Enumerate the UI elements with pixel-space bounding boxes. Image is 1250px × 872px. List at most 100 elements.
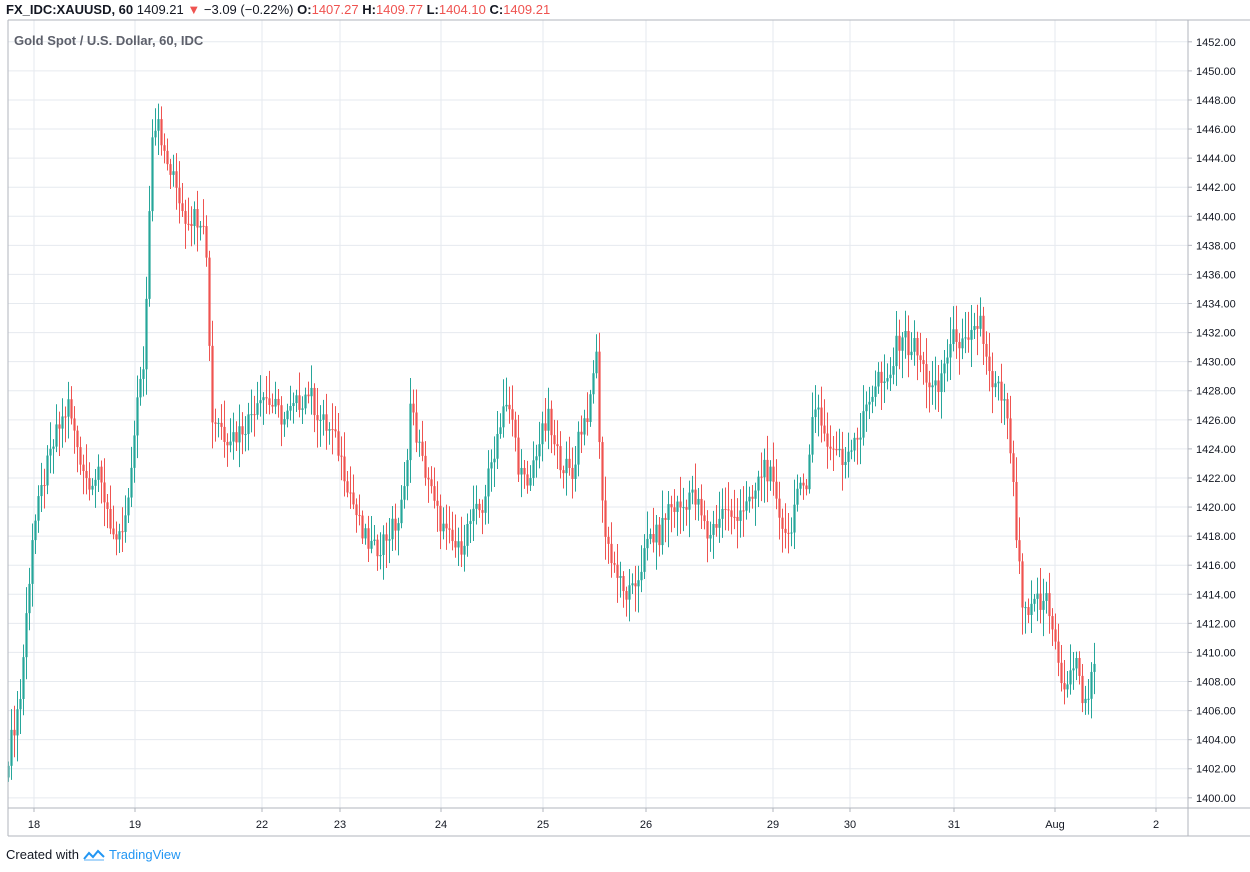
- candle: [187, 197, 190, 231]
- candle: [211, 320, 214, 449]
- y-tick-label: 1448.00: [1196, 95, 1236, 107]
- y-tick-label: 1400.00: [1196, 793, 1236, 805]
- x-tick-label: 2: [1153, 819, 1159, 831]
- candle: [121, 507, 124, 553]
- candle: [889, 357, 892, 392]
- candle: [277, 389, 280, 418]
- candle: [103, 458, 106, 527]
- candle: [568, 436, 571, 476]
- candle: [622, 571, 625, 608]
- candle: [28, 567, 31, 631]
- candle: [658, 517, 661, 557]
- candle: [1027, 598, 1030, 624]
- candle: [718, 491, 721, 543]
- candle: [565, 441, 568, 496]
- chart-grid: [8, 20, 1188, 808]
- candle: [763, 448, 766, 503]
- candle: [280, 396, 283, 447]
- candle: [727, 482, 730, 531]
- candle: [880, 361, 883, 410]
- candle: [919, 332, 922, 373]
- candle: [505, 377, 508, 412]
- candle: [193, 201, 196, 245]
- low-label: L:: [426, 2, 439, 17]
- candle: [886, 363, 889, 390]
- candle: [169, 158, 172, 190]
- candle: [706, 510, 709, 563]
- candle: [148, 185, 151, 307]
- candle: [1015, 457, 1018, 549]
- candle: [328, 422, 331, 445]
- last-price: 1409.21: [136, 2, 184, 17]
- candle: [913, 320, 916, 366]
- candle: [229, 418, 232, 453]
- candle: [544, 398, 547, 442]
- candle: [553, 419, 556, 456]
- candle: [1048, 572, 1051, 634]
- candle: [541, 411, 544, 462]
- candle: [697, 487, 700, 521]
- candle: [55, 404, 58, 453]
- candle: [448, 506, 451, 544]
- candle: [376, 534, 379, 571]
- candle: [907, 315, 910, 378]
- candle: [25, 587, 28, 680]
- candle: [31, 523, 34, 607]
- candle: [355, 498, 358, 533]
- candle: [421, 420, 424, 462]
- candle: [937, 365, 940, 413]
- candle: [154, 108, 157, 146]
- candle: [613, 551, 616, 573]
- candle: [712, 510, 715, 559]
- y-tick-label: 1416.00: [1196, 560, 1236, 572]
- candle: [70, 386, 73, 425]
- candle: [85, 444, 88, 495]
- candle: [742, 486, 745, 537]
- candle: [865, 391, 868, 432]
- tradingview-brand-link[interactable]: TradingView: [108, 847, 181, 862]
- candle: [520, 449, 523, 498]
- candle: [940, 359, 943, 419]
- candle: [976, 304, 979, 356]
- y-tick-label: 1430.00: [1196, 357, 1236, 369]
- candle: [478, 498, 481, 518]
- y-tick-label: 1418.00: [1196, 531, 1236, 543]
- candle: [1093, 642, 1096, 695]
- candle: [496, 411, 499, 469]
- candle: [967, 311, 970, 353]
- candle: [796, 474, 799, 512]
- candle: [208, 250, 211, 361]
- y-tick-label: 1432.00: [1196, 328, 1236, 340]
- y-tick-label: 1420.00: [1196, 502, 1236, 514]
- y-tick-label: 1408.00: [1196, 677, 1236, 689]
- down-arrow-icon: ▼: [187, 2, 201, 17]
- candle: [916, 331, 919, 381]
- x-tick-label: Aug: [1045, 819, 1065, 831]
- candle: [46, 445, 49, 495]
- candle: [928, 370, 931, 413]
- candle: [1090, 662, 1093, 719]
- candle: [598, 332, 601, 459]
- candle: [529, 465, 532, 491]
- candle: [625, 586, 628, 617]
- candle: [217, 418, 220, 438]
- candle: [283, 411, 286, 437]
- candle: [307, 381, 310, 404]
- chart-title: Gold Spot / U.S. Dollar, 60, IDC: [14, 33, 204, 48]
- candle: [979, 297, 982, 337]
- candle: [1006, 392, 1009, 440]
- candle: [643, 534, 646, 579]
- candle: [313, 383, 316, 433]
- candle: [640, 545, 643, 593]
- candle: [10, 709, 13, 780]
- candle: [1078, 651, 1081, 685]
- candle: [661, 490, 664, 555]
- candle: [1072, 652, 1075, 690]
- candle: [814, 385, 817, 433]
- footer-credit[interactable]: Created with TradingView: [6, 847, 181, 862]
- candle: [442, 507, 445, 540]
- candle: [664, 513, 667, 543]
- candle: [877, 362, 880, 394]
- x-tick-label: 31: [948, 819, 960, 831]
